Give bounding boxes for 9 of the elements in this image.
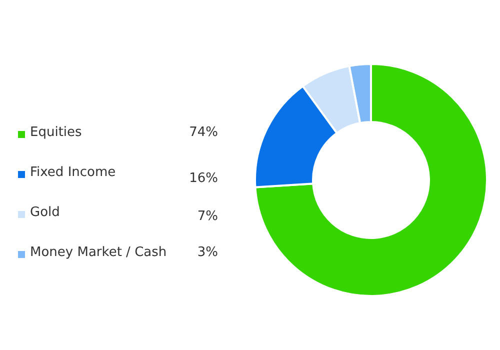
legend-label: Equities xyxy=(30,125,82,140)
donut-slice xyxy=(254,63,488,297)
data-label: 7% xyxy=(197,209,218,224)
data-label: 16% xyxy=(189,171,218,186)
legend-label: Money Market / Cash xyxy=(30,245,167,260)
data-label: 3% xyxy=(197,245,218,260)
legend-label: Fixed Income xyxy=(30,165,116,180)
data-label: 74% xyxy=(189,125,218,140)
legend-label: Gold xyxy=(30,205,60,220)
